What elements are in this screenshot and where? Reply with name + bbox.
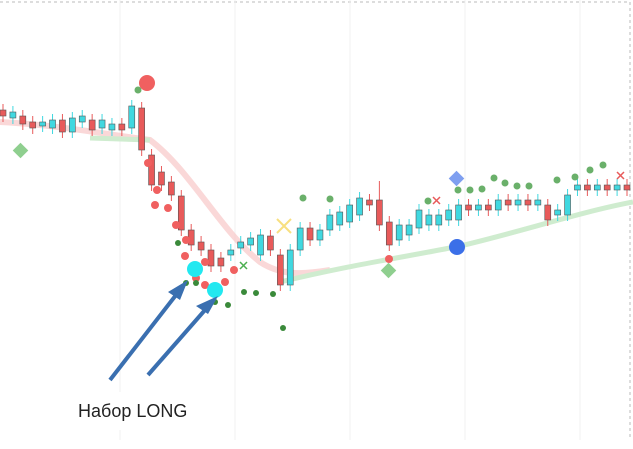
candle-body bbox=[197, 241, 205, 251]
candle-body bbox=[168, 181, 175, 196]
candle-body bbox=[108, 123, 116, 131]
candle-body bbox=[435, 214, 443, 226]
candle-body bbox=[39, 121, 46, 127]
candle-body bbox=[158, 171, 165, 186]
candle-body bbox=[494, 199, 502, 211]
candle-body bbox=[574, 184, 581, 191]
candle-body bbox=[207, 249, 215, 267]
candle-body bbox=[623, 184, 631, 191]
candle-body bbox=[554, 209, 561, 216]
candle-body bbox=[247, 237, 254, 246]
candle-body bbox=[326, 214, 334, 231]
candle-body bbox=[286, 249, 294, 286]
candle-body bbox=[534, 199, 542, 206]
candle-body bbox=[425, 214, 433, 226]
candle-body bbox=[385, 221, 393, 246]
candle-body bbox=[603, 184, 611, 191]
candle-body bbox=[217, 257, 225, 267]
candle-body bbox=[267, 235, 274, 251]
candle-body bbox=[395, 224, 403, 241]
candle-body bbox=[455, 204, 462, 221]
candle-body bbox=[465, 204, 472, 211]
candle-body bbox=[78, 115, 86, 123]
candle-body bbox=[138, 107, 145, 151]
candle-body bbox=[514, 199, 522, 206]
candle-body bbox=[227, 249, 235, 256]
candle-body bbox=[118, 123, 126, 131]
candle-body bbox=[177, 195, 185, 231]
candle-body bbox=[19, 115, 27, 125]
frame bbox=[0, 1, 631, 440]
candle-body bbox=[306, 227, 314, 241]
candle-body bbox=[237, 241, 245, 249]
candle-body bbox=[49, 119, 56, 129]
candle-body bbox=[59, 119, 66, 133]
candle-body bbox=[593, 184, 601, 191]
candle-body bbox=[98, 119, 106, 129]
candle-body bbox=[544, 204, 552, 221]
candle-body bbox=[564, 194, 571, 216]
candle-body bbox=[366, 199, 373, 206]
candle-body bbox=[584, 184, 591, 191]
candle-body bbox=[316, 229, 324, 241]
candle-body bbox=[296, 227, 304, 251]
candle-body bbox=[415, 209, 423, 229]
candle-body bbox=[128, 105, 136, 129]
candle-body bbox=[336, 211, 344, 226]
candle-body bbox=[148, 154, 155, 186]
annotation-box bbox=[68, 392, 218, 430]
candle-body bbox=[277, 254, 284, 286]
candle-body bbox=[356, 197, 363, 216]
candle-body bbox=[485, 204, 492, 211]
candle-body bbox=[524, 199, 532, 206]
signals bbox=[12, 75, 625, 331]
candle-body bbox=[29, 121, 37, 129]
candle-body bbox=[376, 199, 383, 226]
candle-body bbox=[0, 109, 7, 117]
candle-body bbox=[257, 234, 264, 256]
candle-body bbox=[346, 204, 353, 223]
candle-body bbox=[9, 111, 17, 119]
candle-body bbox=[445, 209, 453, 221]
candle-body bbox=[475, 204, 482, 211]
candle-body bbox=[69, 117, 76, 133]
candle-body bbox=[88, 119, 96, 131]
candle-body bbox=[504, 199, 512, 206]
arrows bbox=[108, 280, 218, 382]
annotation: Набор LONG bbox=[78, 401, 187, 421]
candle-body bbox=[405, 224, 413, 236]
candle-body bbox=[613, 184, 621, 191]
